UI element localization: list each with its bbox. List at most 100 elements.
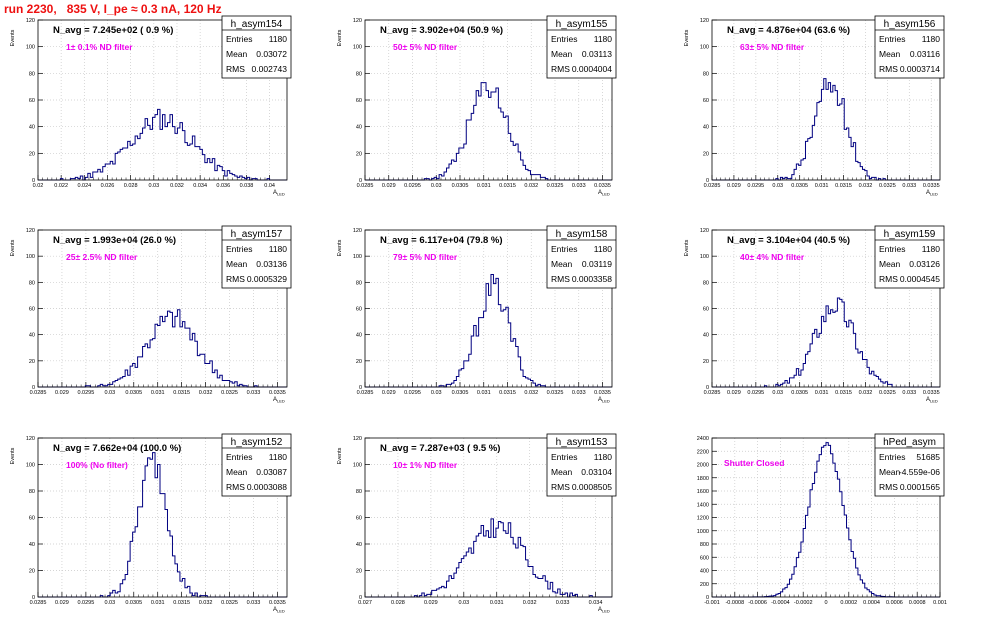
stats-value: 1180 — [269, 452, 288, 462]
stats-value: 1180 — [594, 34, 613, 44]
y-axis-label: Events — [10, 447, 16, 464]
y-tick-label: 0 — [32, 178, 35, 184]
stats-key: RMS — [879, 482, 898, 492]
x-tick-label: 0.0006 — [886, 600, 903, 606]
stats-value: -4.559e-06 — [899, 467, 940, 477]
n-avg-label: N_avg = 6.117e+04 (79.8 %) — [380, 235, 503, 246]
y-tick-label: 1800 — [697, 476, 709, 482]
y-tick-label: 20 — [29, 151, 35, 157]
x-axis-label: ALED — [926, 190, 938, 197]
x-tick-label: -0.0008 — [725, 600, 744, 606]
histogram-line — [712, 297, 940, 388]
y-tick-label: 40 — [29, 542, 35, 548]
x-tick-label: -0.0002 — [794, 600, 813, 606]
y-tick-label: 40 — [703, 125, 709, 131]
x-tick-label: 0.0285 — [30, 600, 47, 606]
stats-key: Mean — [879, 49, 901, 59]
y-axis-label: Events — [10, 29, 16, 46]
y-tick-label: 600 — [700, 555, 709, 561]
x-tick-label: 0.0295 — [747, 183, 764, 189]
y-tick-label: 1400 — [697, 502, 709, 508]
y-tick-label: 2200 — [697, 449, 709, 455]
histogram-line — [365, 518, 612, 598]
y-tick-label: 60 — [703, 307, 709, 313]
stats-title: hPed_asym — [883, 437, 936, 448]
y-tick-label: 20 — [356, 569, 362, 575]
axes-frame — [711, 437, 941, 598]
axes-frame — [364, 229, 613, 388]
y-tick-label: 20 — [356, 359, 362, 365]
stats-value: 1180 — [594, 244, 613, 254]
y-tick-label: 0 — [706, 595, 709, 601]
y-tick-label: 100 — [26, 45, 35, 51]
x-tick-label: 0.03 — [431, 183, 442, 189]
y-tick-label: 2400 — [697, 436, 709, 442]
y-tick-label: 20 — [356, 151, 362, 157]
x-tick-label: 0.0315 — [173, 390, 190, 396]
x-tick-label: 0.0305 — [791, 390, 808, 396]
stats-value: 0.03072 — [256, 49, 287, 59]
x-tick-label: 0.0295 — [77, 390, 94, 396]
y-tick-label: 20 — [703, 359, 709, 365]
x-tick-label: 0.0295 — [404, 390, 421, 396]
stats-key: Entries — [551, 452, 577, 462]
y-tick-label: 120 — [26, 228, 35, 234]
x-tick-label: 0.0305 — [791, 183, 808, 189]
y-tick-label: 80 — [356, 71, 362, 77]
x-tick-label: 0.0325 — [879, 183, 896, 189]
n-avg-label: N_avg = 3.104e+04 (40.5 %) — [727, 235, 850, 246]
stats-key: Entries — [879, 244, 905, 254]
stats-key: RMS — [226, 482, 245, 492]
stats-key: Entries — [879, 452, 905, 462]
y-tick-label: 60 — [703, 98, 709, 104]
stats-value: 1180 — [922, 34, 941, 44]
histogram-line — [365, 273, 612, 388]
stats-value: 0.0003714 — [900, 64, 940, 74]
x-tick-label: 0.036 — [216, 183, 230, 189]
x-tick-label: 0.0285 — [704, 183, 721, 189]
x-tick-label: 0.03 — [431, 390, 442, 396]
x-tick-label: 0.0305 — [452, 390, 469, 396]
x-tick-label: 0.033 — [572, 390, 586, 396]
x-tick-label: 0.0315 — [499, 390, 516, 396]
x-tick-label: 0.024 — [77, 183, 91, 189]
x-tick-label: 0.034 — [589, 600, 603, 606]
x-tick-label: 0.0285 — [30, 390, 47, 396]
x-tick-label: 0.0335 — [594, 390, 611, 396]
filter-label: 10± 1% ND filter — [393, 460, 458, 470]
stats-key: RMS — [879, 64, 898, 74]
x-tick-label: 0.03 — [104, 390, 115, 396]
stats-value: 0.03087 — [256, 467, 287, 477]
stats-value: 0.0001565 — [900, 482, 940, 492]
stats-title: h_asym153 — [556, 437, 608, 448]
x-tick-label: 0.033 — [902, 183, 916, 189]
stats-value: 0.03116 — [910, 49, 940, 59]
x-tick-label: 0.0295 — [404, 183, 421, 189]
x-tick-label: 0.032 — [524, 183, 538, 189]
x-axis-label: ALED — [273, 397, 285, 404]
x-tick-label: 0.031 — [490, 600, 504, 606]
stats-title: h_asym158 — [556, 229, 608, 240]
y-tick-label: 40 — [356, 333, 362, 339]
stats-title: h_asym156 — [884, 19, 936, 30]
stats-key: Mean — [879, 259, 901, 269]
y-tick-label: 120 — [700, 18, 709, 24]
y-tick-label: 0 — [32, 595, 35, 601]
x-tick-label: 0.0285 — [357, 183, 374, 189]
stats-value: 0.0004004 — [572, 64, 612, 74]
x-tick-label: 0.0335 — [923, 390, 940, 396]
stats-value: 0.03119 — [582, 259, 612, 269]
x-tick-label: 0.0295 — [747, 390, 764, 396]
y-tick-label: 100 — [353, 45, 362, 51]
x-tick-label: 0.001 — [933, 600, 947, 606]
x-tick-label: 0.026 — [101, 183, 115, 189]
x-tick-label: 0.033 — [902, 390, 916, 396]
y-tick-label: 60 — [356, 307, 362, 313]
stats-value: 0.03126 — [909, 259, 940, 269]
x-tick-label: 0.04 — [264, 183, 275, 189]
n-avg-label: N_avg = 7.245e+02 ( 0.9 %) — [53, 25, 173, 36]
histogram-line — [712, 78, 940, 181]
y-tick-label: 80 — [703, 280, 709, 286]
x-tick-label: 0.0315 — [173, 600, 190, 606]
